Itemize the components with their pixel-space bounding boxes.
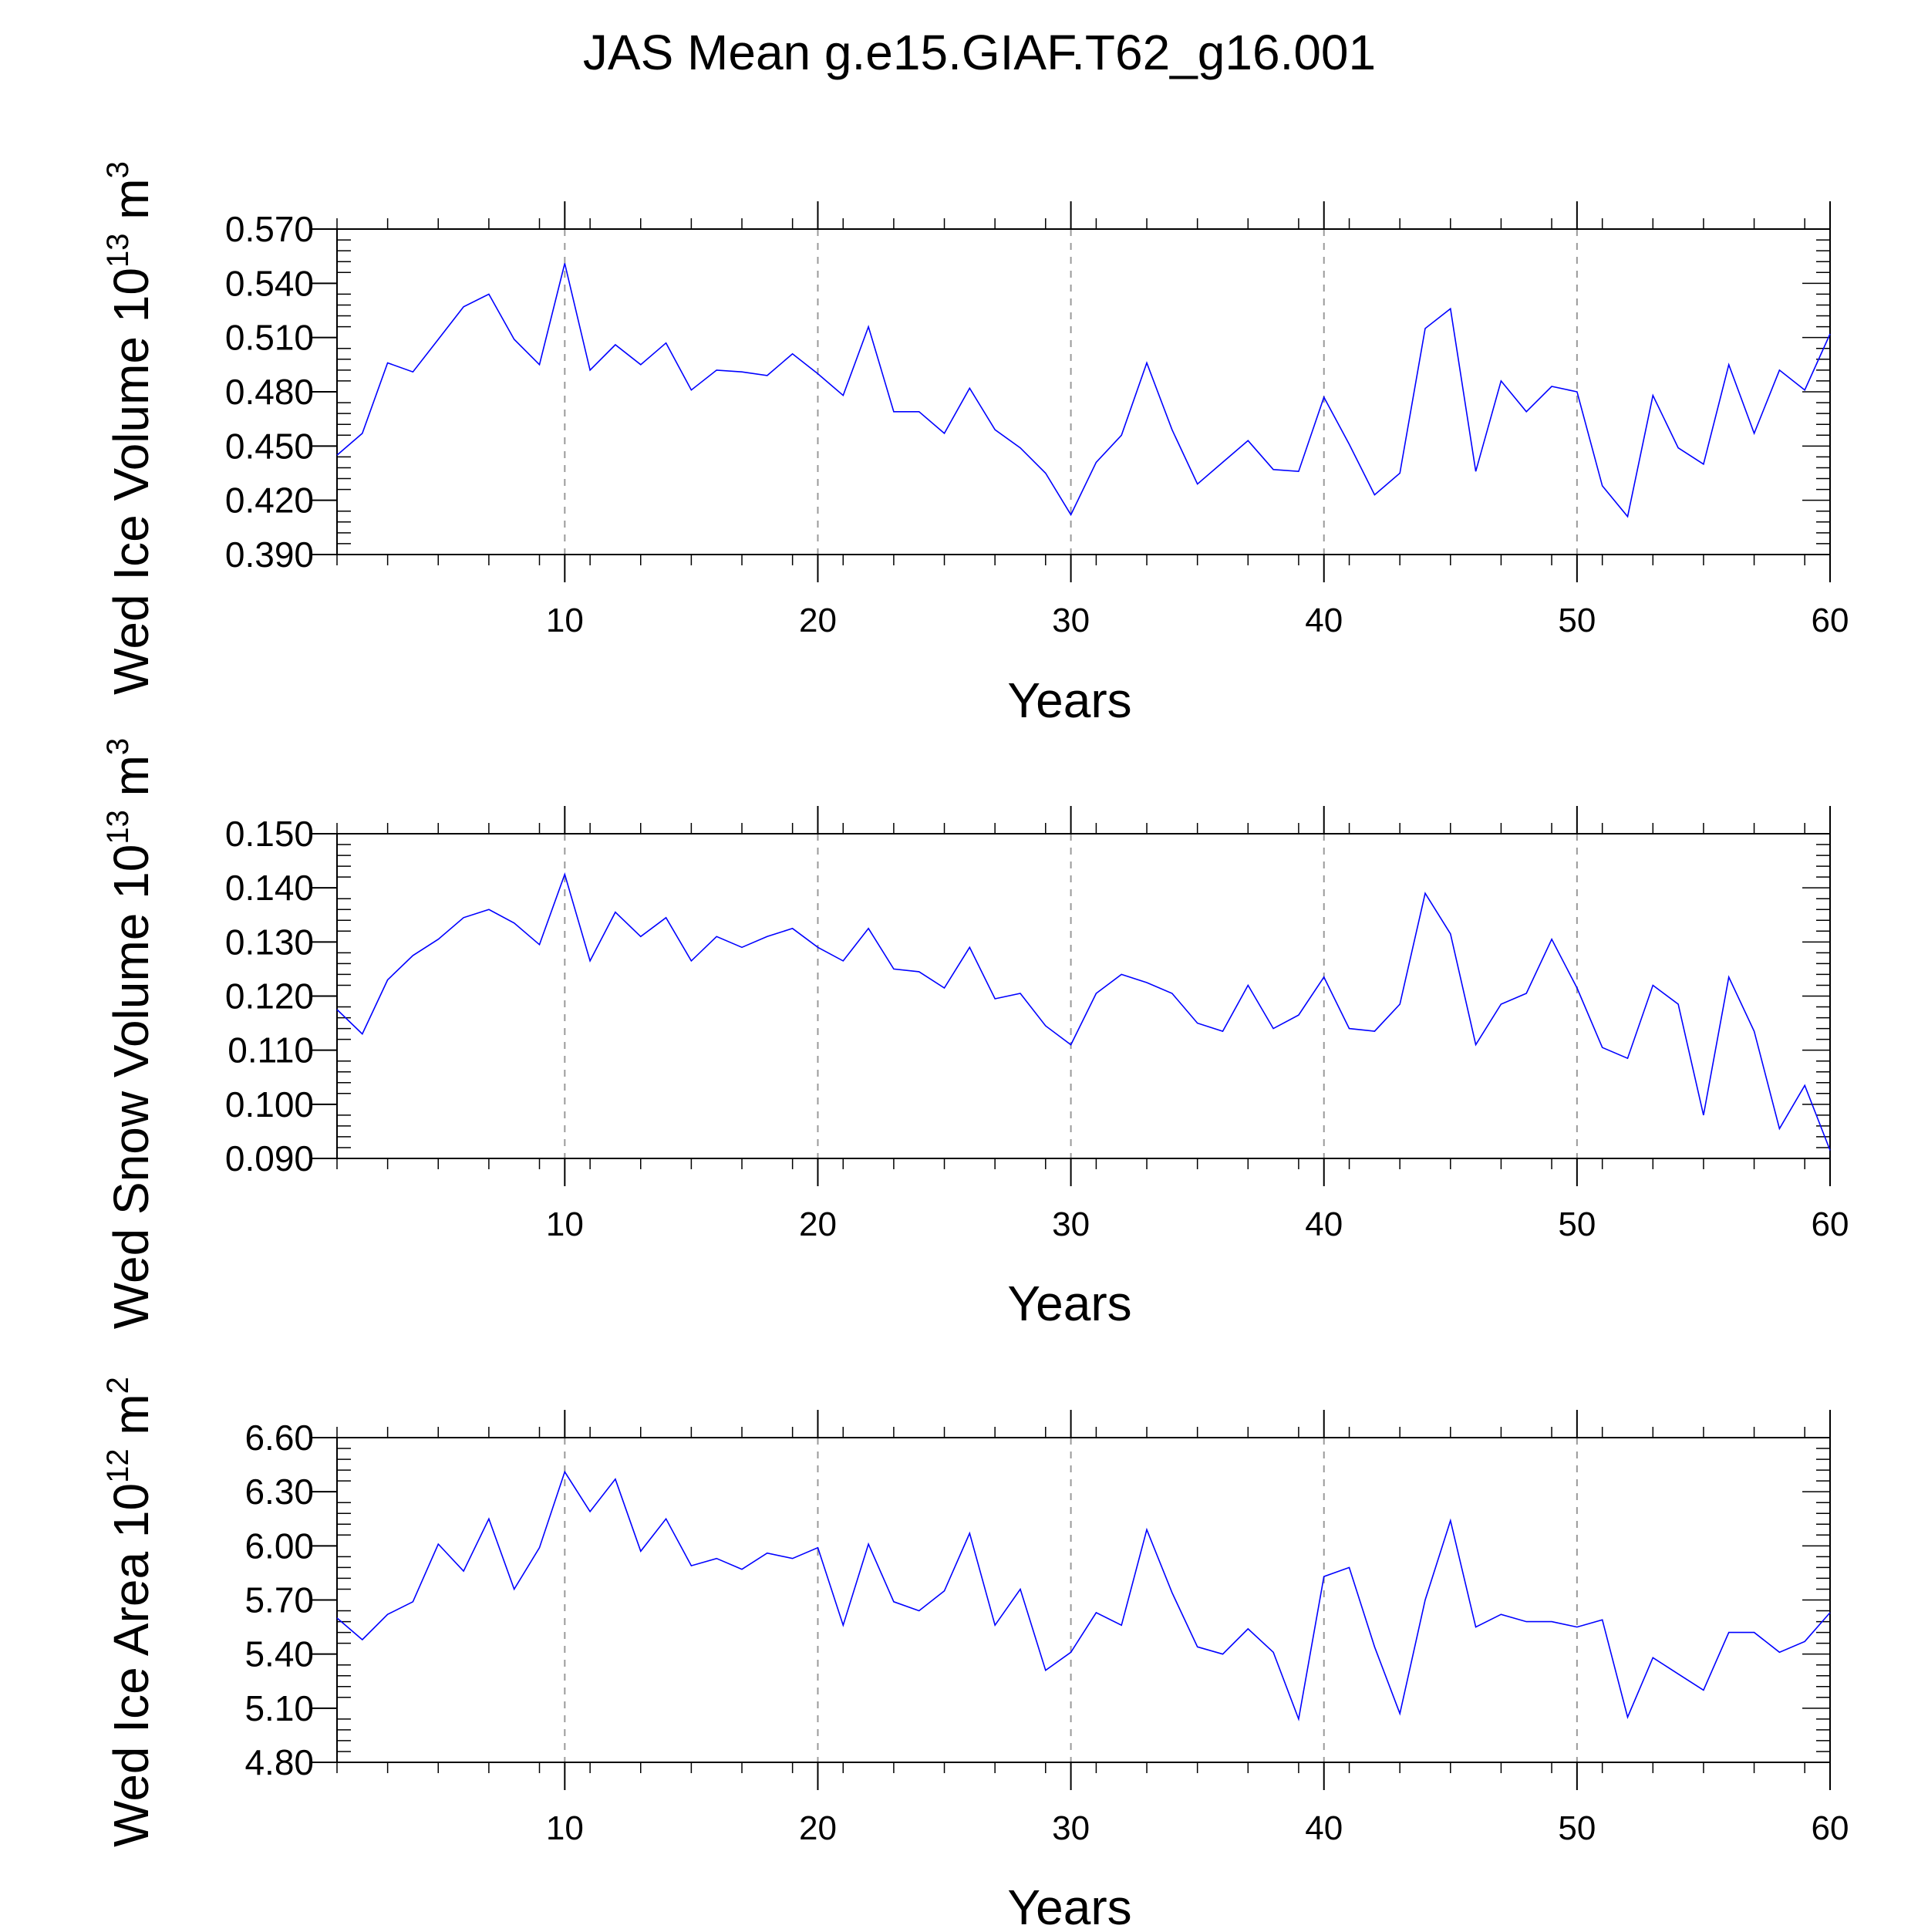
- y-tick-label: 0.140: [225, 868, 314, 908]
- y-tick-label: 6.60: [244, 1418, 314, 1458]
- x-tick-label: 20: [799, 602, 837, 639]
- x-tick-label: 60: [1812, 602, 1849, 639]
- y-tick-label: 5.70: [244, 1580, 314, 1620]
- x-axis-title: Years: [1007, 1276, 1131, 1331]
- data-series-line: [336, 872, 1831, 1151]
- y-tick-label: 4.80: [244, 1742, 314, 1782]
- x-axis-title: Years: [1007, 673, 1131, 728]
- plot-frame: [336, 833, 1831, 1159]
- y-tick-label: 5.10: [244, 1688, 314, 1728]
- x-tick-label: 10: [546, 602, 584, 639]
- y-tick-label: 0.570: [225, 209, 314, 249]
- data-series-line: [336, 1470, 1831, 1721]
- x-tick-label: 30: [1052, 1809, 1090, 1847]
- y-axis-title: Wed Ice Volume 1013 m3: [101, 161, 159, 695]
- x-tick-label: 50: [1558, 1809, 1596, 1847]
- x-tick-label: 10: [546, 1205, 584, 1243]
- y-tick-label: 0.110: [228, 1030, 314, 1071]
- y-tick-label: 0.480: [225, 372, 314, 412]
- x-tick-label: 10: [546, 1809, 584, 1847]
- chart-title: JAS Mean g.e15.GIAF.T62_g16.001: [583, 25, 1376, 80]
- x-tick-label: 20: [799, 1809, 837, 1847]
- y-tick-label: 0.510: [225, 318, 314, 358]
- x-axis-title: Years: [1007, 1880, 1131, 1928]
- x-tick-label: 50: [1558, 1205, 1596, 1243]
- y-tick-label: 6.30: [244, 1472, 314, 1512]
- x-tick-label: 40: [1305, 1205, 1343, 1243]
- x-tick-label: 40: [1305, 602, 1343, 639]
- y-tick-label: 0.130: [225, 922, 314, 962]
- plot-frame: [336, 1437, 1831, 1763]
- y-tick-label: 0.090: [225, 1138, 314, 1178]
- x-tick-label: 20: [799, 1205, 837, 1243]
- y-tick-label: 0.450: [225, 426, 314, 466]
- y-tick-label: 0.390: [225, 534, 314, 575]
- chart-panel-2: 10 20 30 40 50 60 0.090 0.100 0.110 0.120 0.130 0.1…: [101, 738, 1849, 1331]
- x-tick-label: 50: [1558, 602, 1596, 639]
- y-tick-label: 0.540: [225, 263, 314, 303]
- y-tick-label: 0.150: [225, 814, 314, 854]
- y-axis-title: Wed Snow Volume 1013 m3: [101, 738, 159, 1329]
- chart-panel-3: 10 20 30 40 50 60 4.80 5.10 5.40 5.70 6.00 6.30 6.60…: [101, 1377, 1849, 1932]
- y-axis-title: Wed Ice Area 1012 m2: [101, 1377, 159, 1847]
- x-tick-label: 60: [1812, 1205, 1849, 1243]
- x-tick-label: 60: [1812, 1809, 1849, 1847]
- x-tick-label: 30: [1052, 602, 1090, 639]
- y-tick-label: 5.40: [244, 1634, 314, 1674]
- y-tick-label: 0.120: [225, 976, 314, 1017]
- x-tick-label: 40: [1305, 1809, 1343, 1847]
- y-tick-label: 0.420: [225, 480, 314, 521]
- data-series-line: [336, 263, 1831, 518]
- y-tick-label: 6.00: [244, 1526, 314, 1566]
- chart-panel-1: 10 20 30 40 50 60 0.390 0.420 0.450 0.480 0.510 0.5…: [101, 161, 1849, 728]
- y-tick-label: 0.100: [225, 1084, 314, 1124]
- x-tick-label: 30: [1052, 1205, 1090, 1243]
